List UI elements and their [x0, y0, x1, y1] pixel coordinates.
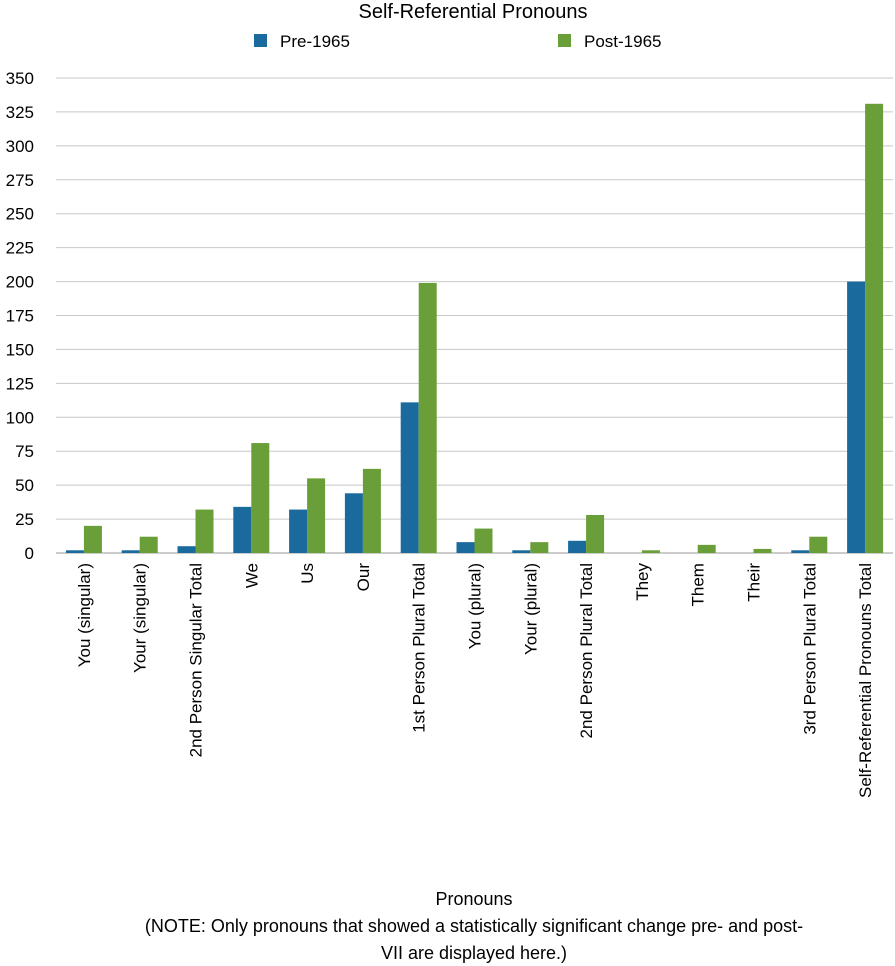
bar-pre-1965	[568, 540, 587, 553]
bar-post-1965	[641, 550, 660, 553]
bar-pre-1965	[344, 493, 363, 553]
x-category-label: 2nd Person Plural Total	[577, 563, 596, 738]
x-category-label: Our	[354, 563, 373, 592]
y-axis-ticks: 0 25 50 75 100 125 150 175 200 225 250 275 300 325 350	[6, 69, 34, 563]
bar-post-1965	[83, 525, 102, 553]
bar-post-1965	[195, 509, 214, 553]
bar-post-1965	[139, 536, 158, 553]
x-category-label: 1st Person Plural Total	[410, 563, 429, 733]
bar-post-1965	[251, 443, 270, 553]
legend-label-post-1965: Post-1965	[584, 32, 662, 51]
x-axis-note-line-1: (NOTE: Only pronouns that showed a stati…	[145, 916, 803, 936]
gridlines	[56, 77, 893, 554]
bar-pre-1965	[177, 546, 196, 553]
x-category-label: Self-Referential Pronouns Total	[856, 563, 875, 798]
x-category-label: You (singular)	[75, 563, 94, 667]
y-tick-label: 250	[6, 205, 34, 224]
x-category-label: 2nd Person Singular Total	[187, 563, 206, 757]
y-tick-label: 350	[6, 69, 34, 88]
bar-pre-1965	[121, 550, 140, 553]
bar-pre-1965	[512, 550, 531, 553]
bar-pre-1965	[791, 550, 810, 553]
y-tick-label: 225	[6, 239, 34, 258]
x-axis-categories: You (singular) Your (singular) 2nd Person …	[75, 563, 875, 798]
x-category-label: 3rd Person Plural Total	[800, 563, 819, 735]
bar-post-1965	[586, 515, 605, 553]
x-axis-label: Pronouns	[435, 889, 512, 909]
bar-post-1965	[865, 103, 884, 553]
y-tick-label: 325	[6, 103, 34, 122]
bar-pre-1965	[233, 506, 252, 553]
x-category-label: Their	[745, 563, 764, 602]
chart-title: Self-Referential Pronouns	[358, 1, 587, 23]
x-category-label: Us	[298, 563, 317, 584]
y-tick-label: 150	[6, 340, 34, 359]
legend-swatch-pre-1965	[254, 34, 267, 47]
x-category-label: They	[633, 563, 652, 601]
x-category-label: Them	[689, 563, 708, 606]
y-tick-label: 75	[15, 442, 34, 461]
y-tick-label: 25	[15, 510, 34, 529]
y-tick-label: 175	[6, 307, 34, 326]
bar-post-1965	[530, 542, 549, 553]
y-tick-label: 300	[6, 137, 34, 156]
bar-post-1965	[474, 528, 493, 553]
x-category-label: We	[242, 563, 261, 588]
legend-swatch-post-1965	[558, 34, 571, 47]
legend-label-pre-1965: Pre-1965	[280, 32, 350, 51]
x-category-label: Your (plural)	[521, 563, 540, 655]
y-tick-label: 275	[6, 171, 34, 190]
legend: Pre-1965 Post-1965	[254, 32, 662, 51]
x-axis-note-line-2: VII are displayed here.)	[381, 943, 567, 963]
bar-post-1965	[307, 478, 326, 553]
bar-post-1965	[809, 536, 828, 553]
bar-pre-1965	[289, 509, 308, 553]
bar-post-1965	[362, 468, 381, 553]
y-tick-label: 125	[6, 374, 34, 393]
bar-pre-1965	[400, 402, 419, 553]
x-category-label: You (plural)	[466, 563, 485, 649]
y-tick-label: 100	[6, 408, 34, 427]
bar-pre-1965	[456, 542, 475, 553]
bar-pre-1965	[847, 281, 866, 553]
bar-post-1965	[418, 282, 437, 553]
bar-post-1965	[697, 544, 716, 553]
bars	[65, 103, 884, 553]
y-tick-label: 50	[15, 476, 34, 495]
y-tick-label: 200	[6, 273, 34, 292]
x-category-label: Your (singular)	[131, 563, 150, 673]
bar-pre-1965	[65, 550, 84, 553]
y-tick-label: 0	[25, 544, 34, 563]
bar-post-1965	[753, 548, 772, 553]
